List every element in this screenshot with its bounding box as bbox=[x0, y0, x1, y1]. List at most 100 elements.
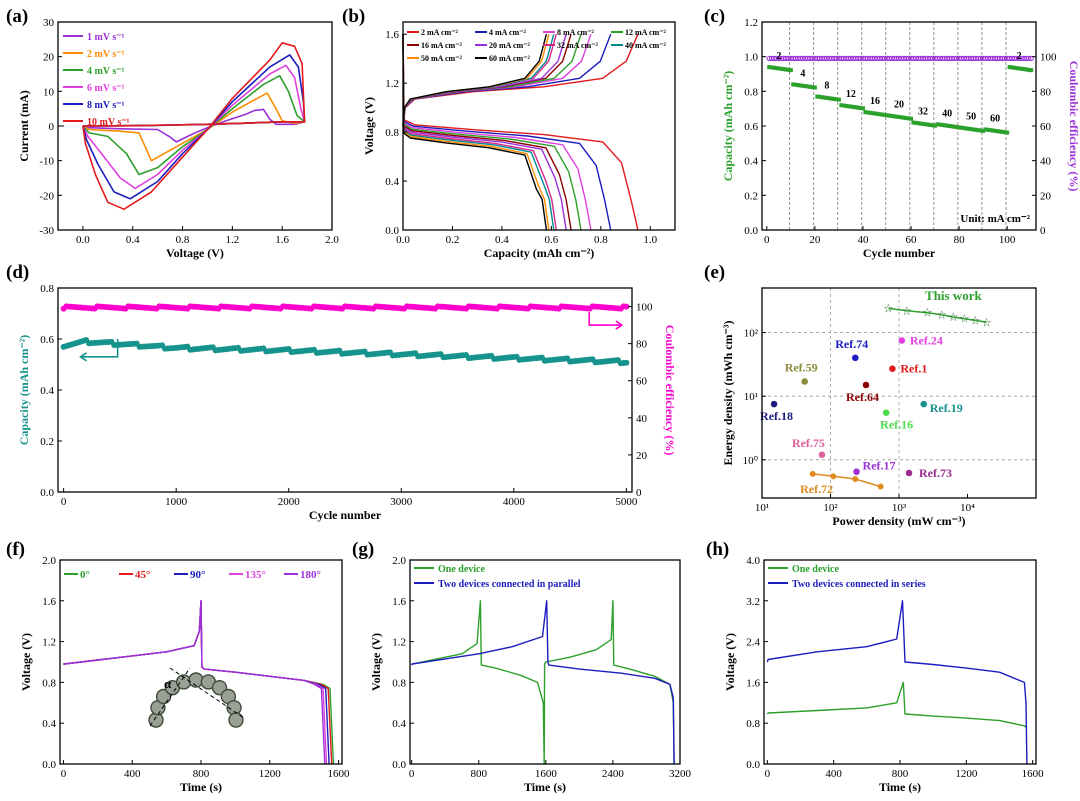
x-tick-label: 10¹ bbox=[755, 502, 769, 514]
discharge-curve bbox=[402, 34, 567, 231]
capacity-point bbox=[803, 84, 808, 89]
y-tick-label: 0.0 bbox=[40, 487, 54, 499]
y-axis-title: Capacity (mAh cm⁻²) bbox=[721, 71, 735, 182]
capacity-point bbox=[769, 65, 774, 70]
y2-tick-label: 100 bbox=[1040, 52, 1057, 64]
capacity-axis-arrow bbox=[80, 339, 119, 358]
capacity-point bbox=[767, 65, 772, 70]
capacity-point bbox=[779, 66, 784, 71]
capacity-point bbox=[1029, 68, 1034, 73]
panel-label-f: (f) bbox=[6, 539, 25, 560]
panel-label-b: (b) bbox=[342, 6, 365, 27]
capacity-point bbox=[791, 82, 796, 87]
ref-point bbox=[882, 408, 890, 417]
capacity-point bbox=[808, 84, 813, 89]
legend-label: 8 mA cm⁻² bbox=[557, 28, 594, 37]
ref-label: Ref.73 bbox=[919, 466, 952, 480]
legend-label: Two devices connected in parallel bbox=[438, 579, 581, 590]
capacity-point bbox=[954, 125, 959, 130]
plot-frame bbox=[761, 21, 1037, 231]
capacity-point bbox=[796, 83, 801, 88]
x-tick-label: 10³ bbox=[892, 502, 907, 514]
x-tick-label: 1000 bbox=[165, 496, 188, 508]
y-tick-label: 0 bbox=[49, 121, 55, 133]
y-tick-label: 0.4 bbox=[392, 718, 406, 730]
capacity-point bbox=[1002, 130, 1007, 135]
ce-point bbox=[623, 303, 630, 310]
capacity-point bbox=[997, 129, 1002, 134]
legend-label: Two devices connected in series bbox=[792, 579, 926, 590]
x-tick-label: 0 bbox=[765, 768, 771, 780]
x-tick-label: 1.0 bbox=[643, 234, 657, 246]
x-tick-label: 800 bbox=[892, 768, 909, 780]
panel-g-parallel-chart: 0 800 1600 2400 3200 Time (s) 0.0 0.4 0.8 1.2 1.6 2… bbox=[369, 555, 692, 794]
x-axis-title: Time (s) bbox=[524, 780, 566, 794]
x-tick-label: 40 bbox=[857, 234, 869, 246]
y2-tick-label: 20 bbox=[636, 450, 648, 462]
discharge-curve bbox=[402, 34, 557, 231]
legend-label: 1 mV s⁻¹ bbox=[87, 32, 125, 43]
x-tick-label: 60 bbox=[906, 234, 918, 246]
y2-tick-label: 0 bbox=[636, 487, 642, 499]
x-tick-label: 0 bbox=[409, 768, 415, 780]
capacity-point bbox=[892, 114, 897, 119]
ref-point bbox=[905, 469, 913, 477]
cv-curve bbox=[82, 42, 306, 210]
one-device-curve bbox=[411, 600, 675, 765]
capacity-point bbox=[834, 97, 839, 102]
capacity-point bbox=[959, 125, 964, 130]
parallel-curve bbox=[411, 600, 675, 765]
ref-label: Ref.19 bbox=[930, 401, 963, 415]
capacity-point bbox=[930, 123, 935, 128]
one-device-curve bbox=[766, 681, 1027, 728]
ref72-label: Ref.72 bbox=[800, 482, 833, 496]
y-tick-label: 0.0 bbox=[392, 759, 406, 771]
rate-label: 40 bbox=[942, 108, 952, 119]
capacity-point bbox=[909, 116, 914, 121]
capacity-point bbox=[822, 95, 827, 100]
panel-f-bending-chart: α 0 400 800 1200 1600 Time (s) 0.0 0.4 0.8 1.2 1.6 2… bbox=[19, 555, 350, 794]
capacity-point bbox=[810, 85, 815, 90]
capacity-point bbox=[776, 66, 781, 71]
capacity-point bbox=[949, 124, 954, 129]
charge-curve bbox=[402, 34, 548, 127]
discharge-curve bbox=[402, 34, 550, 231]
x-tick-label: 1200 bbox=[955, 768, 978, 780]
x-tick-label: 0.4 bbox=[126, 234, 140, 246]
x-tick-label: 1600 bbox=[1022, 768, 1045, 780]
capacity-point bbox=[1009, 65, 1014, 70]
y-tick-label: 0.0 bbox=[746, 759, 760, 771]
y2-tick-label: 0 bbox=[1040, 225, 1046, 237]
legend-label: 2 mV s⁻¹ bbox=[87, 49, 125, 60]
plot-frame bbox=[57, 287, 633, 493]
x-axis-title: Time (s) bbox=[879, 780, 921, 794]
legend-label: 8 mV s⁻¹ bbox=[87, 100, 125, 111]
capacity-point bbox=[964, 126, 969, 131]
y-tick-label: 2.4 bbox=[746, 637, 760, 649]
x-tick-label: 0.0 bbox=[396, 234, 410, 246]
capacity-point bbox=[911, 120, 916, 125]
y-axis-title: Voltage (V) bbox=[19, 633, 33, 691]
ref-point bbox=[862, 381, 870, 389]
y-tick-label: 2.0 bbox=[392, 555, 406, 567]
y-tick-label: 1.6 bbox=[385, 29, 399, 41]
capacity-point bbox=[824, 95, 829, 100]
capacity-point bbox=[820, 95, 825, 100]
x-axis-title: Capacity (mAh cm⁻²) bbox=[484, 246, 595, 260]
x-tick-label: 2000 bbox=[278, 496, 301, 508]
capacity-point bbox=[1019, 66, 1024, 71]
x-tick-label: 1600 bbox=[535, 768, 558, 780]
capacity-point bbox=[1005, 130, 1010, 135]
y-tick-label: 0.4 bbox=[385, 176, 399, 188]
angle-guide bbox=[169, 667, 245, 719]
legend-label: 50 mA cm⁻² bbox=[421, 54, 462, 63]
ref-label: Ref.74 bbox=[835, 337, 868, 351]
discharge-curve bbox=[402, 34, 592, 231]
capacity-point bbox=[981, 128, 986, 133]
capacity-point bbox=[952, 124, 957, 129]
capacity-point bbox=[829, 96, 834, 101]
ce-axis-arrow bbox=[588, 312, 622, 326]
panel-b-gcd-chart: 0.0 0.2 0.4 0.6 0.8 1.0 Capacity (mAh cm⁻²) 0.0… bbox=[362, 21, 676, 260]
y-tick-label: 4.0 bbox=[746, 555, 760, 567]
